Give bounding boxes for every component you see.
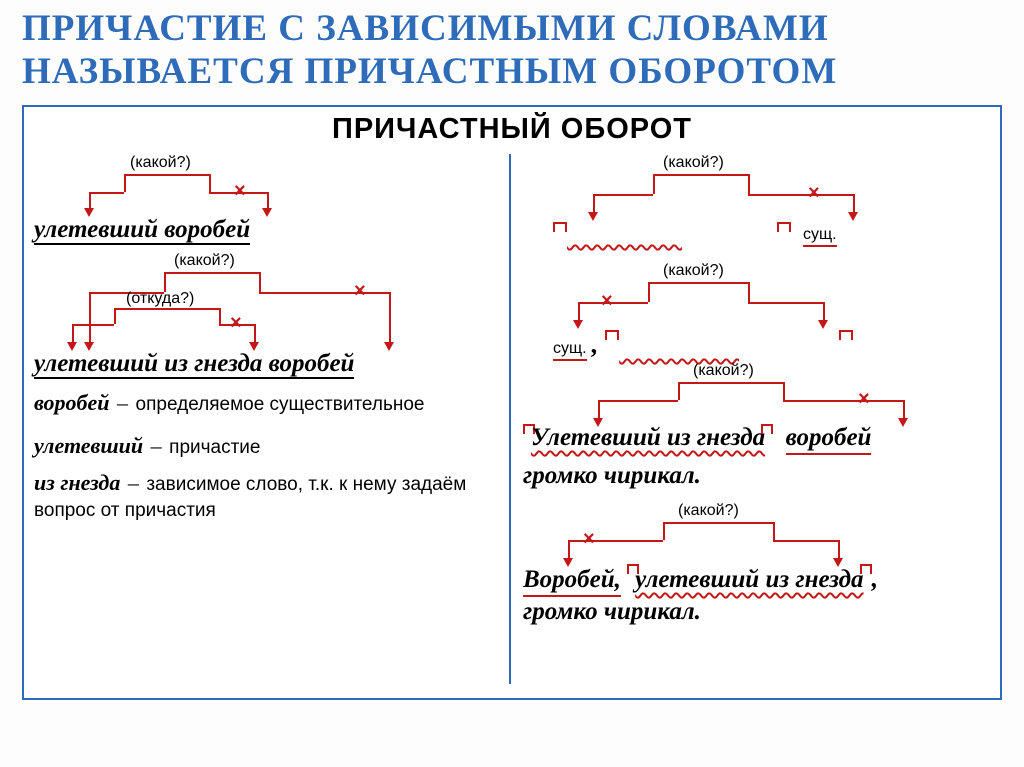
- phrase-2: улетевший из гнезда воробей: [34, 350, 354, 378]
- x-mark-icon: ×: [230, 312, 242, 335]
- pos-sush: сущ.: [553, 340, 587, 361]
- label-kakoy: (какой?): [663, 154, 724, 172]
- label-kakoy: (какой?): [130, 154, 191, 172]
- phrase-1: улетевший воробей: [34, 216, 250, 244]
- definitions: воробей – определяемое существительное у…: [34, 390, 501, 523]
- phrase-3b: громко чирикал.: [523, 462, 701, 490]
- right-schematic-3: громко чирикал. (какой?) × Воробей, улет…: [523, 462, 990, 622]
- phrase-4: Воробей, улетевший из гнезда,: [523, 564, 878, 594]
- label-otkuda: (откуда?): [126, 290, 194, 308]
- slide-title: ПРИЧАСТИЕ С ЗАВИСИМЫМИ СЛОВАМИ НАЗЫВАЕТС…: [22, 8, 1002, 93]
- label-kakoy: (какой?): [693, 362, 754, 380]
- columns: (какой?) × улетевший воробей: [34, 154, 990, 684]
- phrase-3: Улетевший из гнезда воробей: [523, 424, 871, 452]
- diagram-subtitle: ПРИЧАСТНЫЙ ОБОРОТ: [34, 113, 990, 146]
- right-schematic-1: (какой?) × сущ.: [523, 154, 990, 262]
- left-column: (какой?) × улетевший воробей: [34, 154, 509, 684]
- diagram-container: ПРИЧАСТНЫЙ ОБОРОТ (какой?) ×: [22, 105, 1002, 700]
- left-example-1: (какой?) × улетевший воробей: [34, 154, 501, 252]
- x-mark-icon: ×: [354, 280, 366, 303]
- def-row: улетевший – причастие: [34, 433, 501, 460]
- x-mark-icon: ×: [858, 388, 870, 411]
- left-example-2: (какой?) × (откуда?) ×: [34, 252, 501, 384]
- label-kakoy: (какой?): [174, 252, 235, 270]
- right-column: (какой?) × сущ.: [509, 154, 990, 684]
- def-row: из гнезда – зависимое слово, т.к. к нему…: [34, 470, 501, 524]
- label-kakoy: (какой?): [678, 502, 739, 520]
- x-mark-icon: ×: [234, 180, 246, 203]
- x-mark-icon: ×: [808, 182, 820, 205]
- right-schematic-2: (какой?) × сущ. , (какой?): [523, 262, 990, 462]
- label-kakoy: (какой?): [663, 262, 724, 280]
- def-row: воробей – определяемое существительное: [34, 390, 501, 417]
- phrase-4b: громко чирикал.: [523, 598, 701, 626]
- pos-sush: сущ.: [803, 226, 837, 247]
